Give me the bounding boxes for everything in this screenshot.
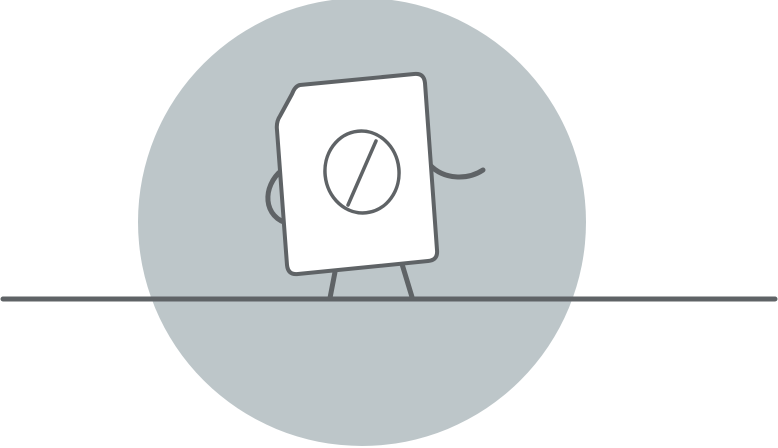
document-card	[274, 71, 440, 277]
right-leg	[399, 261, 415, 300]
no-entry-icon	[323, 129, 401, 215]
no-entry-ring	[323, 129, 401, 215]
no-entry-slash	[346, 139, 378, 207]
right-arm	[427, 162, 486, 180]
left-leg	[327, 269, 338, 301]
legs	[327, 261, 415, 301]
